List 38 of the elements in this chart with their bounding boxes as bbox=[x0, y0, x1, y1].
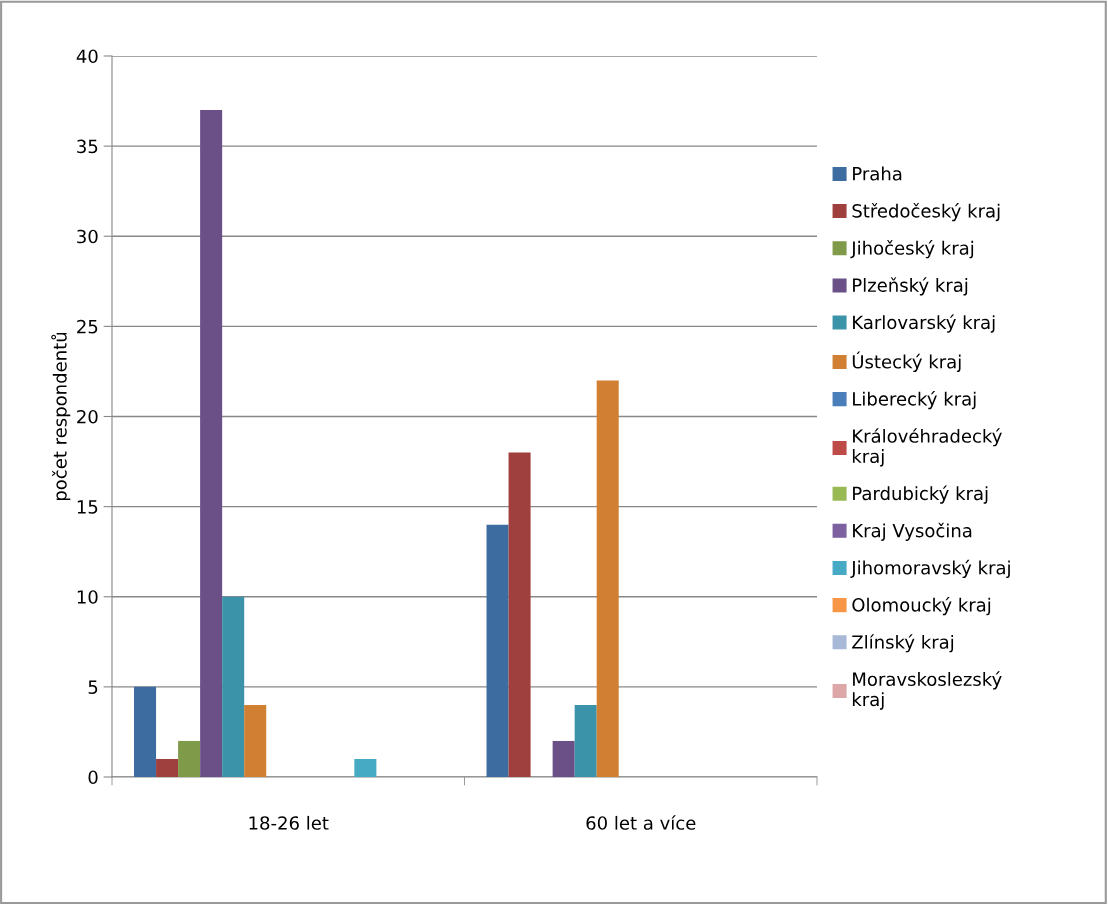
bar bbox=[552, 740, 575, 777]
y-tick-label: 20 bbox=[77, 409, 98, 424]
y-tick-label: 15 bbox=[77, 500, 98, 514]
bar bbox=[134, 686, 157, 777]
y-tick-label: 10 bbox=[77, 590, 98, 604]
legend-label: Zlínský kraj bbox=[852, 634, 954, 653]
legend-label: Ústecký kraj bbox=[852, 351, 961, 373]
y-axis-title: počet respondentů bbox=[51, 332, 71, 501]
legend-label: Karlovarský kraj bbox=[853, 314, 995, 333]
legend-label: Kraj Vysočina bbox=[853, 522, 972, 541]
legend-label: Liberecký kraj bbox=[853, 391, 976, 410]
bar bbox=[596, 380, 619, 777]
bar bbox=[354, 758, 377, 777]
x-tick-label: 18-26 let bbox=[249, 815, 329, 830]
bar bbox=[178, 740, 201, 777]
y-tick-label: 25 bbox=[77, 319, 98, 334]
legend-label: Moravskoslezský kraj bbox=[852, 671, 1002, 710]
legend-label: Středočeský kraj bbox=[852, 202, 1000, 222]
legend-label: Královéhradecký kraj bbox=[852, 428, 1002, 467]
legend-label: Jihomoravský kraj bbox=[850, 559, 1010, 579]
legend-label: Praha bbox=[853, 166, 902, 181]
legend-label: Plzeňský kraj bbox=[853, 277, 968, 296]
y-tick-label: 0 bbox=[88, 770, 98, 785]
bar bbox=[508, 452, 531, 777]
bar bbox=[486, 524, 509, 777]
y-tick-label: 30 bbox=[77, 229, 98, 244]
y-tick-label: 40 bbox=[76, 49, 98, 64]
bar bbox=[156, 758, 179, 777]
bar bbox=[574, 704, 597, 777]
x-tick-label: 60 let a více bbox=[586, 815, 696, 830]
legend-label: Jihočeský kraj bbox=[850, 240, 974, 259]
y-tick-label: 5 bbox=[88, 680, 98, 694]
legend-label: Pardubický kraj bbox=[853, 485, 988, 504]
y-tick-label: 35 bbox=[77, 139, 98, 154]
bar bbox=[244, 704, 267, 777]
bar bbox=[200, 110, 223, 777]
bar bbox=[222, 596, 245, 777]
legend-label: Olomoucký kraj bbox=[852, 597, 991, 616]
